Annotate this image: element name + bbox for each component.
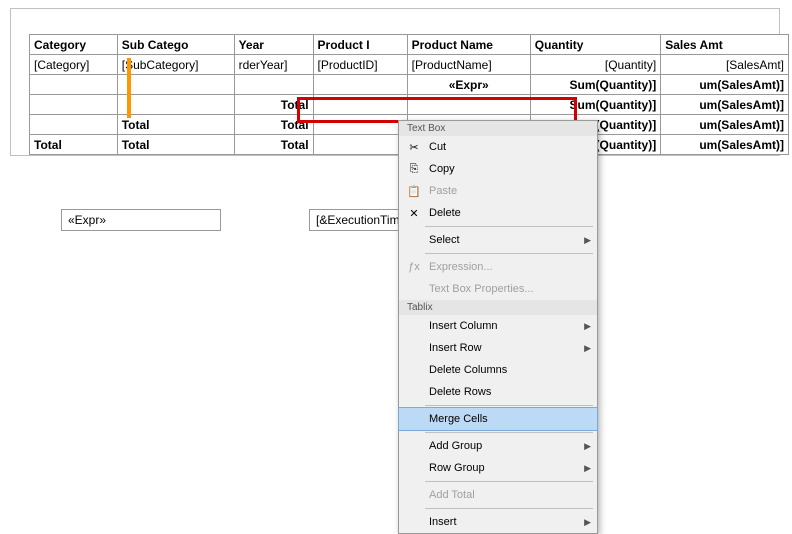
cell-product-name[interactable]: [ProductName] xyxy=(407,55,530,75)
delete-icon: ✕ xyxy=(405,205,423,221)
menu-insert[interactable]: Insert ▶ xyxy=(399,511,597,533)
blank-icon xyxy=(405,460,423,476)
menu-section-tablix: Tablix xyxy=(399,300,597,315)
separator xyxy=(425,508,593,509)
cell-sum-qty[interactable]: Sum(Quantity)] xyxy=(530,75,660,95)
separator xyxy=(425,226,593,227)
cell[interactable] xyxy=(313,95,407,115)
submenu-arrow-icon: ▶ xyxy=(584,463,591,474)
menu-paste: 📋 Paste xyxy=(399,180,597,202)
menu-add-group[interactable]: Add Group ▶ xyxy=(399,435,597,457)
blank-icon xyxy=(405,318,423,334)
menu-delete[interactable]: ✕ Delete xyxy=(399,202,597,224)
menu-section-textbox: Text Box xyxy=(399,121,597,136)
header-subcategory[interactable]: Sub Catego xyxy=(117,35,234,55)
cell-category[interactable]: [Category] xyxy=(30,55,118,75)
menu-delete-columns[interactable]: Delete Columns xyxy=(399,359,597,381)
cell-total[interactable]: Total xyxy=(117,135,234,155)
cell-sum-sales[interactable]: um(SalesAmt)] xyxy=(661,95,789,115)
header-sales-amt[interactable]: Sales Amt xyxy=(661,35,789,55)
menu-cut[interactable]: ✂ Cut xyxy=(399,136,597,158)
separator xyxy=(425,432,593,433)
cell-sum-sales[interactable]: um(SalesAmt)] xyxy=(661,115,789,135)
cell-sales-amt[interactable]: [SalesAmt] xyxy=(661,55,789,75)
blank-icon xyxy=(405,438,423,454)
cut-icon: ✂ xyxy=(405,139,423,155)
cell-product-id[interactable]: [ProductID] xyxy=(313,55,407,75)
submenu-arrow-icon: ▶ xyxy=(584,441,591,452)
cell[interactable] xyxy=(313,75,407,95)
cell-total[interactable]: Total xyxy=(117,115,234,135)
menu-select[interactable]: Select ▶ xyxy=(399,229,597,251)
cell[interactable] xyxy=(117,95,234,115)
cell-total[interactable]: Total xyxy=(234,115,313,135)
menu-row-group[interactable]: Row Group ▶ xyxy=(399,457,597,479)
cell-total[interactable]: Total xyxy=(30,135,118,155)
cell-sum-sales[interactable]: um(SalesAmt)] xyxy=(661,75,789,95)
menu-add-total: Add Total xyxy=(399,484,597,506)
context-menu: Text Box ✂ Cut ⎘ Copy 📋 Paste ✕ Delete S… xyxy=(398,120,598,534)
cell-quantity[interactable]: [Quantity] xyxy=(530,55,660,75)
blank-icon xyxy=(405,514,423,530)
header-product-id[interactable]: Product I xyxy=(313,35,407,55)
blank-icon xyxy=(405,340,423,356)
header-quantity[interactable]: Quantity xyxy=(530,35,660,55)
cell[interactable] xyxy=(30,75,118,95)
blank-icon xyxy=(405,281,423,297)
submenu-arrow-icon: ▶ xyxy=(584,343,591,354)
blank-icon xyxy=(405,362,423,378)
group-indicator xyxy=(127,58,131,118)
menu-insert-column[interactable]: Insert Column ▶ xyxy=(399,315,597,337)
paste-icon: 📋 xyxy=(405,183,423,199)
cell-year[interactable]: rderYear] xyxy=(234,55,313,75)
header-product-name[interactable]: Product Name xyxy=(407,35,530,55)
cell-total[interactable]: Total xyxy=(234,135,313,155)
blank-icon xyxy=(405,384,423,400)
header-row: Category Sub Catego Year Product I Produ… xyxy=(30,35,789,55)
submenu-arrow-icon: ▶ xyxy=(584,517,591,528)
menu-expression: ƒx Expression... xyxy=(399,256,597,278)
submenu-arrow-icon: ▶ xyxy=(584,321,591,332)
menu-copy[interactable]: ⎘ Copy xyxy=(399,158,597,180)
menu-merge-cells[interactable]: Merge Cells xyxy=(398,407,598,431)
cell-sum-qty[interactable]: Sum(Quantity)] xyxy=(530,95,660,115)
footer-expr-box[interactable]: «Expr» xyxy=(61,209,221,231)
separator xyxy=(425,481,593,482)
cell-sum-sales[interactable]: um(SalesAmt)] xyxy=(661,135,789,155)
copy-icon: ⎘ xyxy=(405,161,423,177)
group-row-1: «Expr» Sum(Quantity)] um(SalesAmt)] xyxy=(30,75,789,95)
group-row-2: Total Sum(Quantity)] um(SalesAmt)] xyxy=(30,95,789,115)
cell-subcategory[interactable]: [SubCategory] xyxy=(117,55,234,75)
cell[interactable] xyxy=(234,75,313,95)
menu-text-box-props: Text Box Properties... xyxy=(399,278,597,300)
menu-delete-rows[interactable]: Delete Rows xyxy=(399,381,597,403)
cell-expr[interactable]: «Expr» xyxy=(407,75,530,95)
cell[interactable] xyxy=(313,135,407,155)
cell[interactable] xyxy=(30,95,118,115)
separator xyxy=(425,405,593,406)
separator xyxy=(425,253,593,254)
blank-icon xyxy=(405,487,423,503)
cell[interactable] xyxy=(30,115,118,135)
expression-icon: ƒx xyxy=(405,259,423,275)
cell-total[interactable]: Total xyxy=(234,95,313,115)
cell[interactable] xyxy=(407,95,530,115)
header-category[interactable]: Category xyxy=(30,35,118,55)
blank-icon xyxy=(405,232,423,248)
submenu-arrow-icon: ▶ xyxy=(584,235,591,246)
cell[interactable] xyxy=(313,115,407,135)
cell[interactable] xyxy=(117,75,234,95)
report-design-surface: Category Sub Catego Year Product I Produ… xyxy=(10,8,780,156)
header-year[interactable]: Year xyxy=(234,35,313,55)
data-row: [Category] [SubCategory] rderYear] [Prod… xyxy=(30,55,789,75)
blank-icon xyxy=(405,411,423,427)
menu-insert-row[interactable]: Insert Row ▶ xyxy=(399,337,597,359)
